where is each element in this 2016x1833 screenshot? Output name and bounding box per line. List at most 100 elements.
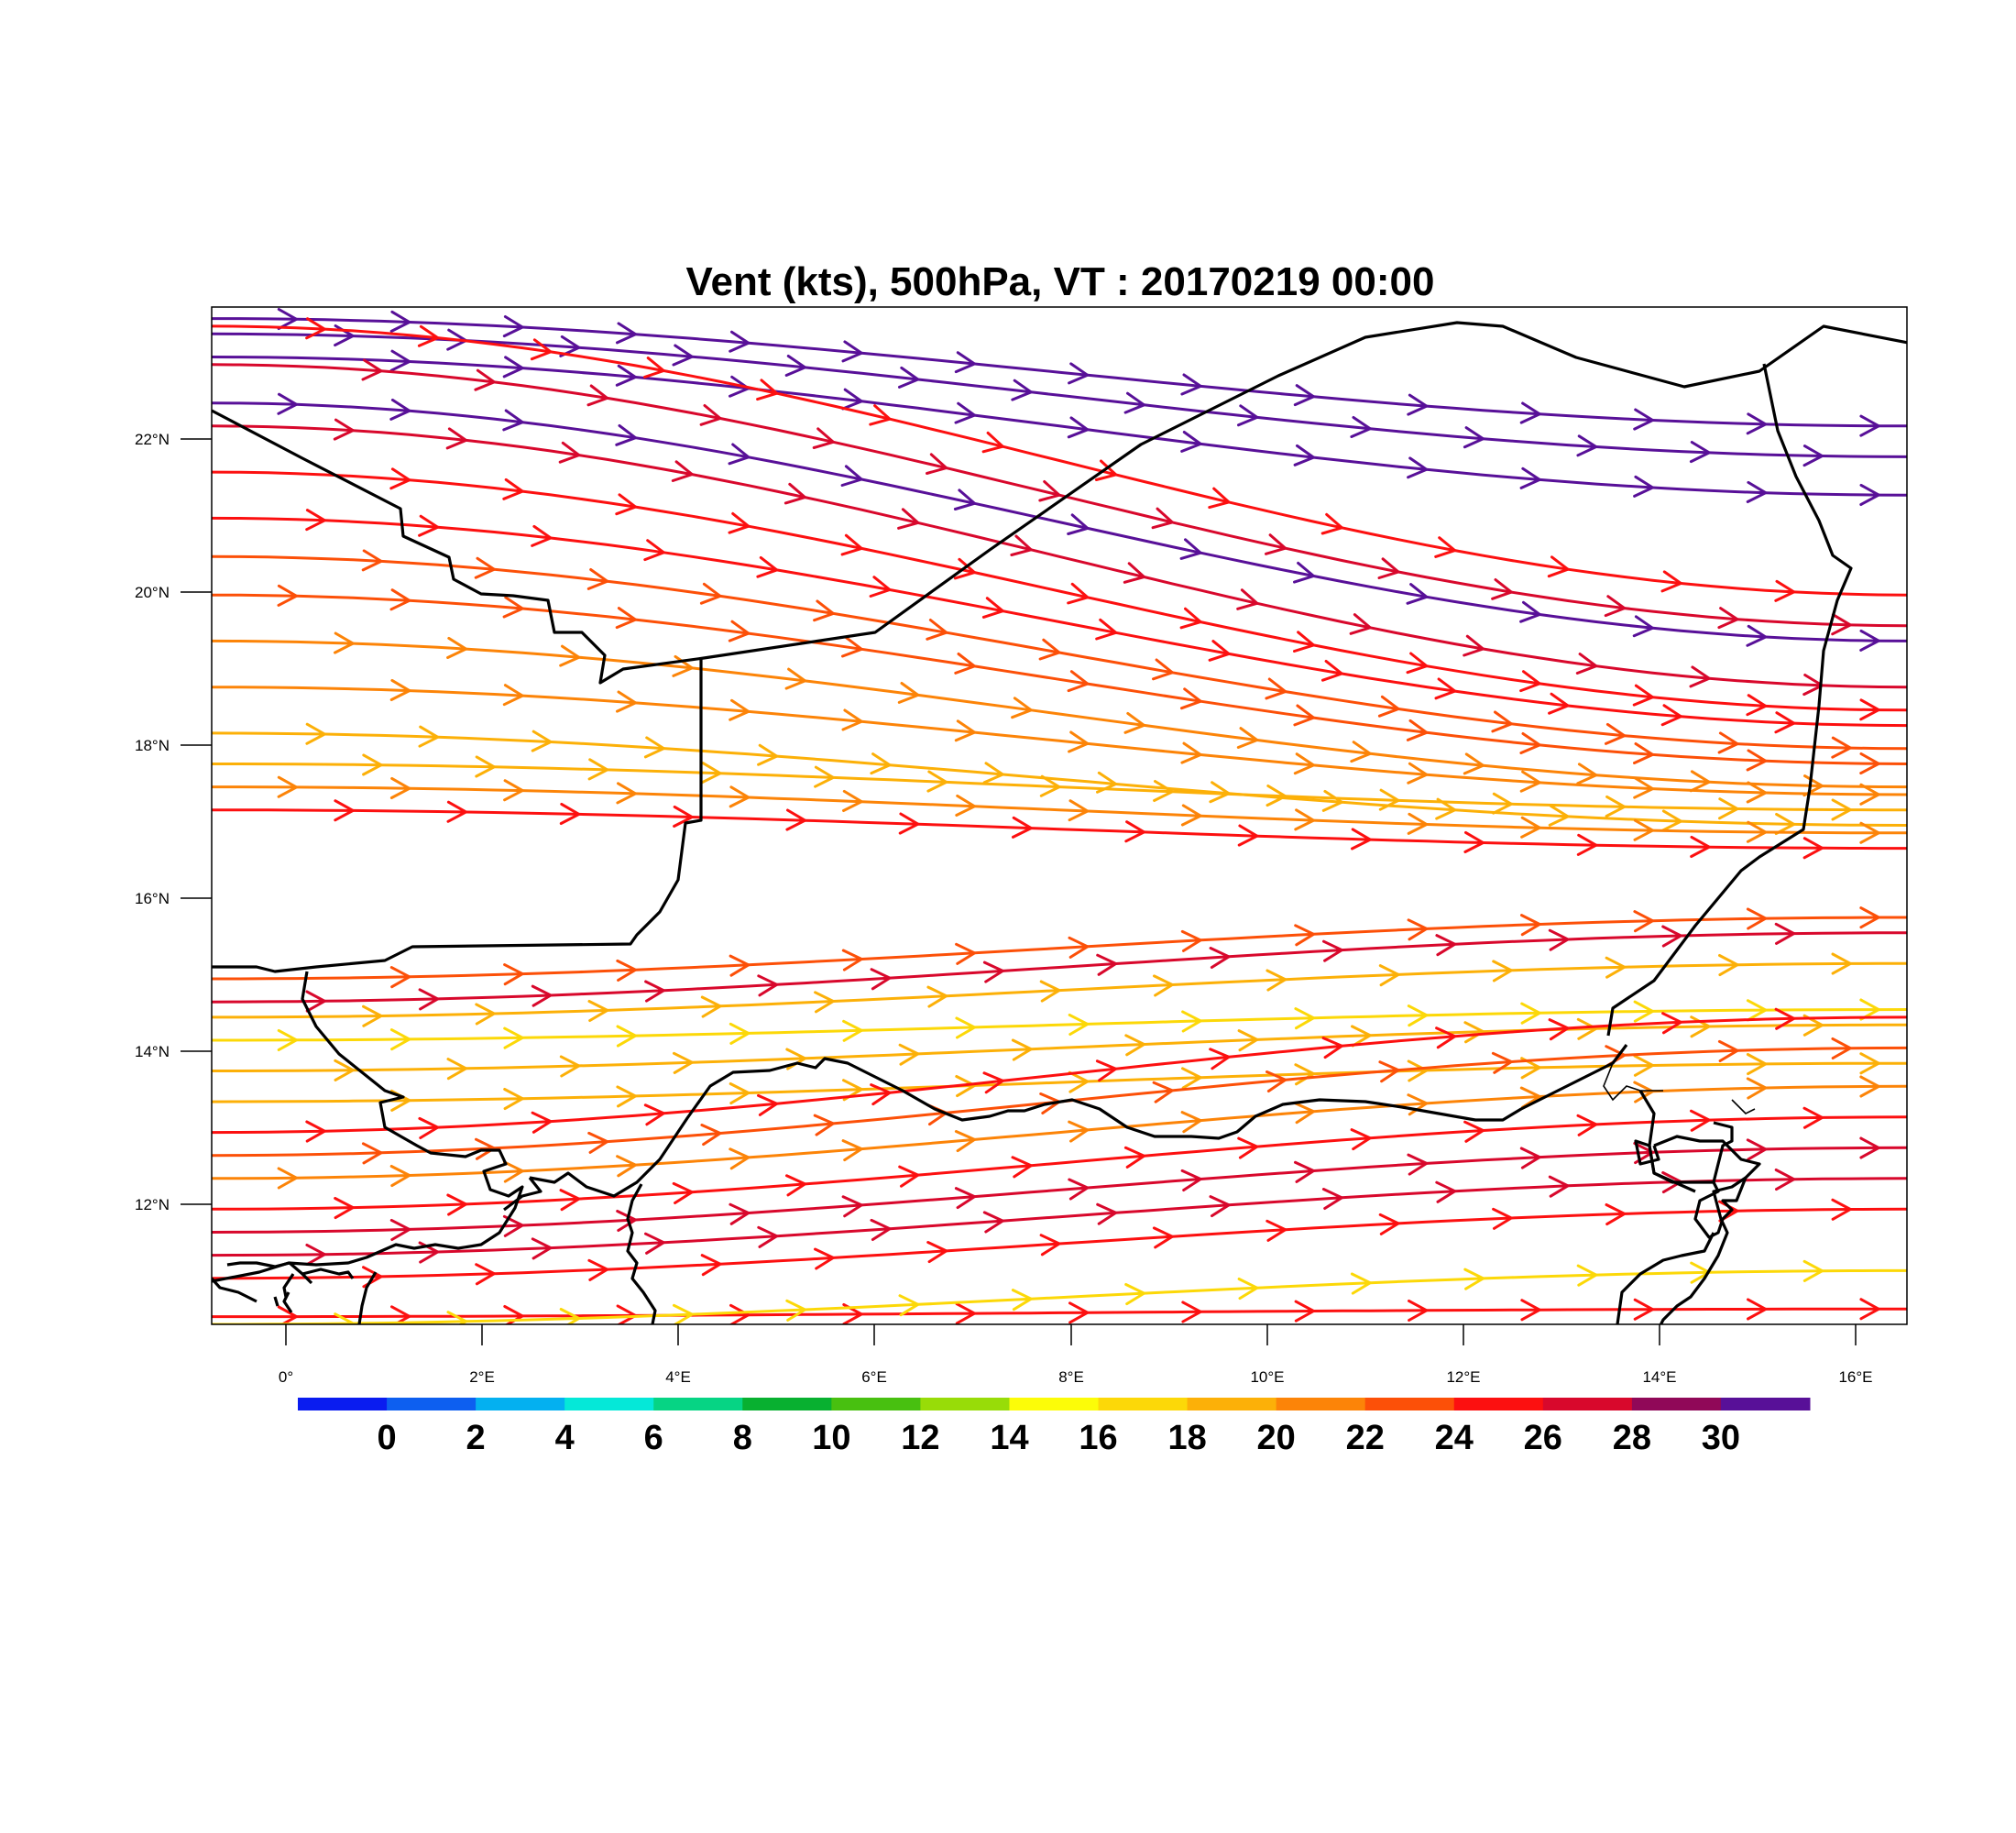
wind-arrowhead: [503, 1305, 524, 1324]
wind-arrowhead: [1802, 837, 1824, 860]
wind-arrowhead: [841, 1195, 863, 1218]
wind-arrowhead: [1831, 736, 1852, 759]
wind-arrowhead: [1605, 795, 1627, 818]
lon-tick-label: 4°E: [665, 1368, 691, 1386]
wind-arrowhead: [1180, 929, 1202, 952]
wind-arrowhead: [1180, 431, 1202, 453]
wind-arrowhead: [784, 667, 806, 690]
wind-arrowhead: [841, 388, 863, 411]
wind-arrowhead: [475, 1263, 496, 1286]
wind-arrowhead: [953, 557, 976, 580]
wind-arrowhead: [502, 596, 524, 619]
wind-arrowhead: [1633, 776, 1654, 799]
colorbar-label: 16: [1079, 1419, 1117, 1457]
wind-arrowhead: [955, 1302, 976, 1324]
wind-arrowhead: [389, 966, 411, 989]
wind-arrowhead: [1209, 1048, 1231, 1070]
colorbar-label: 24: [1435, 1419, 1474, 1457]
border-niger-chad: [1606, 363, 1853, 1037]
wind-arrowhead: [531, 984, 553, 1007]
wind-arrowhead: [812, 427, 835, 449]
wind-arrowhead: [559, 802, 581, 825]
wind-arrowhead: [1633, 1142, 1654, 1165]
wind-arrowhead: [616, 1085, 637, 1108]
wind-arrowhead: [1152, 1226, 1174, 1249]
colorbar-label: 6: [644, 1419, 663, 1457]
wind-arrowhead: [1067, 416, 1090, 439]
wind-arrowhead: [1378, 788, 1400, 811]
lat-axis: 22°N 20°N 18°N 16°N 14°N 12°N: [135, 431, 212, 1213]
wind-arrowhead: [277, 392, 298, 415]
wind-arrowhead: [389, 776, 411, 799]
wind-arrowhead: [1435, 934, 1457, 957]
wind-arrowhead: [559, 1189, 581, 1212]
wind-arrowhead: [1746, 1138, 1768, 1161]
wind-arrowhead: [389, 349, 411, 372]
wind-arrowhead: [729, 1147, 751, 1170]
wind-arrowhead: [1181, 1067, 1202, 1090]
wind-arrowhead: [305, 990, 326, 1013]
wind-arrowhead: [1859, 629, 1880, 652]
wind-arrowhead: [1407, 393, 1429, 416]
wind-arrowhead: [870, 752, 892, 775]
wind-arrowhead: [814, 1247, 835, 1270]
wind-arrowhead: [1463, 830, 1485, 853]
streamline: [212, 1061, 1907, 1103]
wind-arrowhead: [1095, 1059, 1118, 1082]
wind-arrowhead: [1859, 752, 1880, 775]
wind-arrowhead: [531, 1111, 553, 1134]
wind-arrowhead: [1633, 818, 1654, 841]
wind-arrowhead: [1321, 1037, 1343, 1059]
wind-arrowhead: [1067, 670, 1090, 693]
wind-arrowhead: [1632, 615, 1654, 638]
wind-arrowhead: [869, 404, 892, 426]
wind-arrowhead: [1265, 785, 1287, 807]
wind-arrowhead: [1576, 1017, 1598, 1040]
streamline: [212, 1023, 1907, 1072]
wind-arrowhead: [1039, 980, 1061, 1003]
wind-arrowhead: [586, 568, 609, 590]
wind-arrowhead: [531, 524, 553, 547]
wind-arrowhead: [531, 730, 553, 752]
wind-arrowhead: [1774, 711, 1796, 734]
wind-arrowhead: [1774, 922, 1796, 945]
wind-arrowhead: [503, 779, 524, 802]
border-niger-nigeria: [529, 1044, 1628, 1198]
colorbar-label: 10: [812, 1419, 850, 1457]
wind-arrowhead: [757, 974, 779, 997]
wind-arrowhead: [559, 644, 581, 667]
streamline: [212, 1115, 1907, 1211]
wind-arrowhead: [728, 511, 751, 534]
wind-arrowhead: [1746, 1053, 1768, 1076]
wind-arrowhead: [616, 690, 637, 713]
lon-tick-label: 14°E: [1642, 1368, 1676, 1386]
wind-arrowhead: [1293, 561, 1315, 584]
wind-arrowhead: [615, 493, 637, 516]
wind-arrowhead: [1321, 789, 1343, 812]
wind-arrowhead: [418, 988, 440, 1011]
wind-arrowhead: [334, 631, 355, 654]
wind-arrowhead: [1180, 1169, 1202, 1191]
wind-arrowhead: [1010, 534, 1033, 556]
wind-arrowhead: [1746, 694, 1768, 717]
wind-arrowhead: [1746, 624, 1768, 647]
wind-arrowhead: [785, 808, 806, 831]
wind-arrowhead: [673, 805, 694, 828]
streamline: [212, 1008, 1907, 1042]
wind-arrowhead: [1746, 820, 1768, 843]
wind-arrowhead: [1576, 434, 1598, 457]
wind-arrowhead: [502, 1214, 524, 1237]
streamline: [212, 317, 1907, 428]
wind-arrowhead: [503, 1026, 524, 1049]
wind-arrowhead: [1377, 695, 1400, 718]
colorbar-label: 28: [1613, 1419, 1651, 1457]
colorbar-label: 2: [466, 1419, 486, 1457]
wind-arrowhead: [587, 1131, 609, 1154]
wind-arrowhead: [503, 1088, 524, 1111]
wind-arrowhead: [813, 1114, 835, 1136]
wind-arrowhead: [389, 1028, 411, 1051]
wind-arrowhead: [700, 762, 722, 785]
map-title: Vent (kts), 500hPa, VT : 20170219 00:00: [686, 259, 1435, 304]
wind-arrowhead: [389, 588, 411, 611]
wind-arrowhead: [1831, 613, 1852, 636]
